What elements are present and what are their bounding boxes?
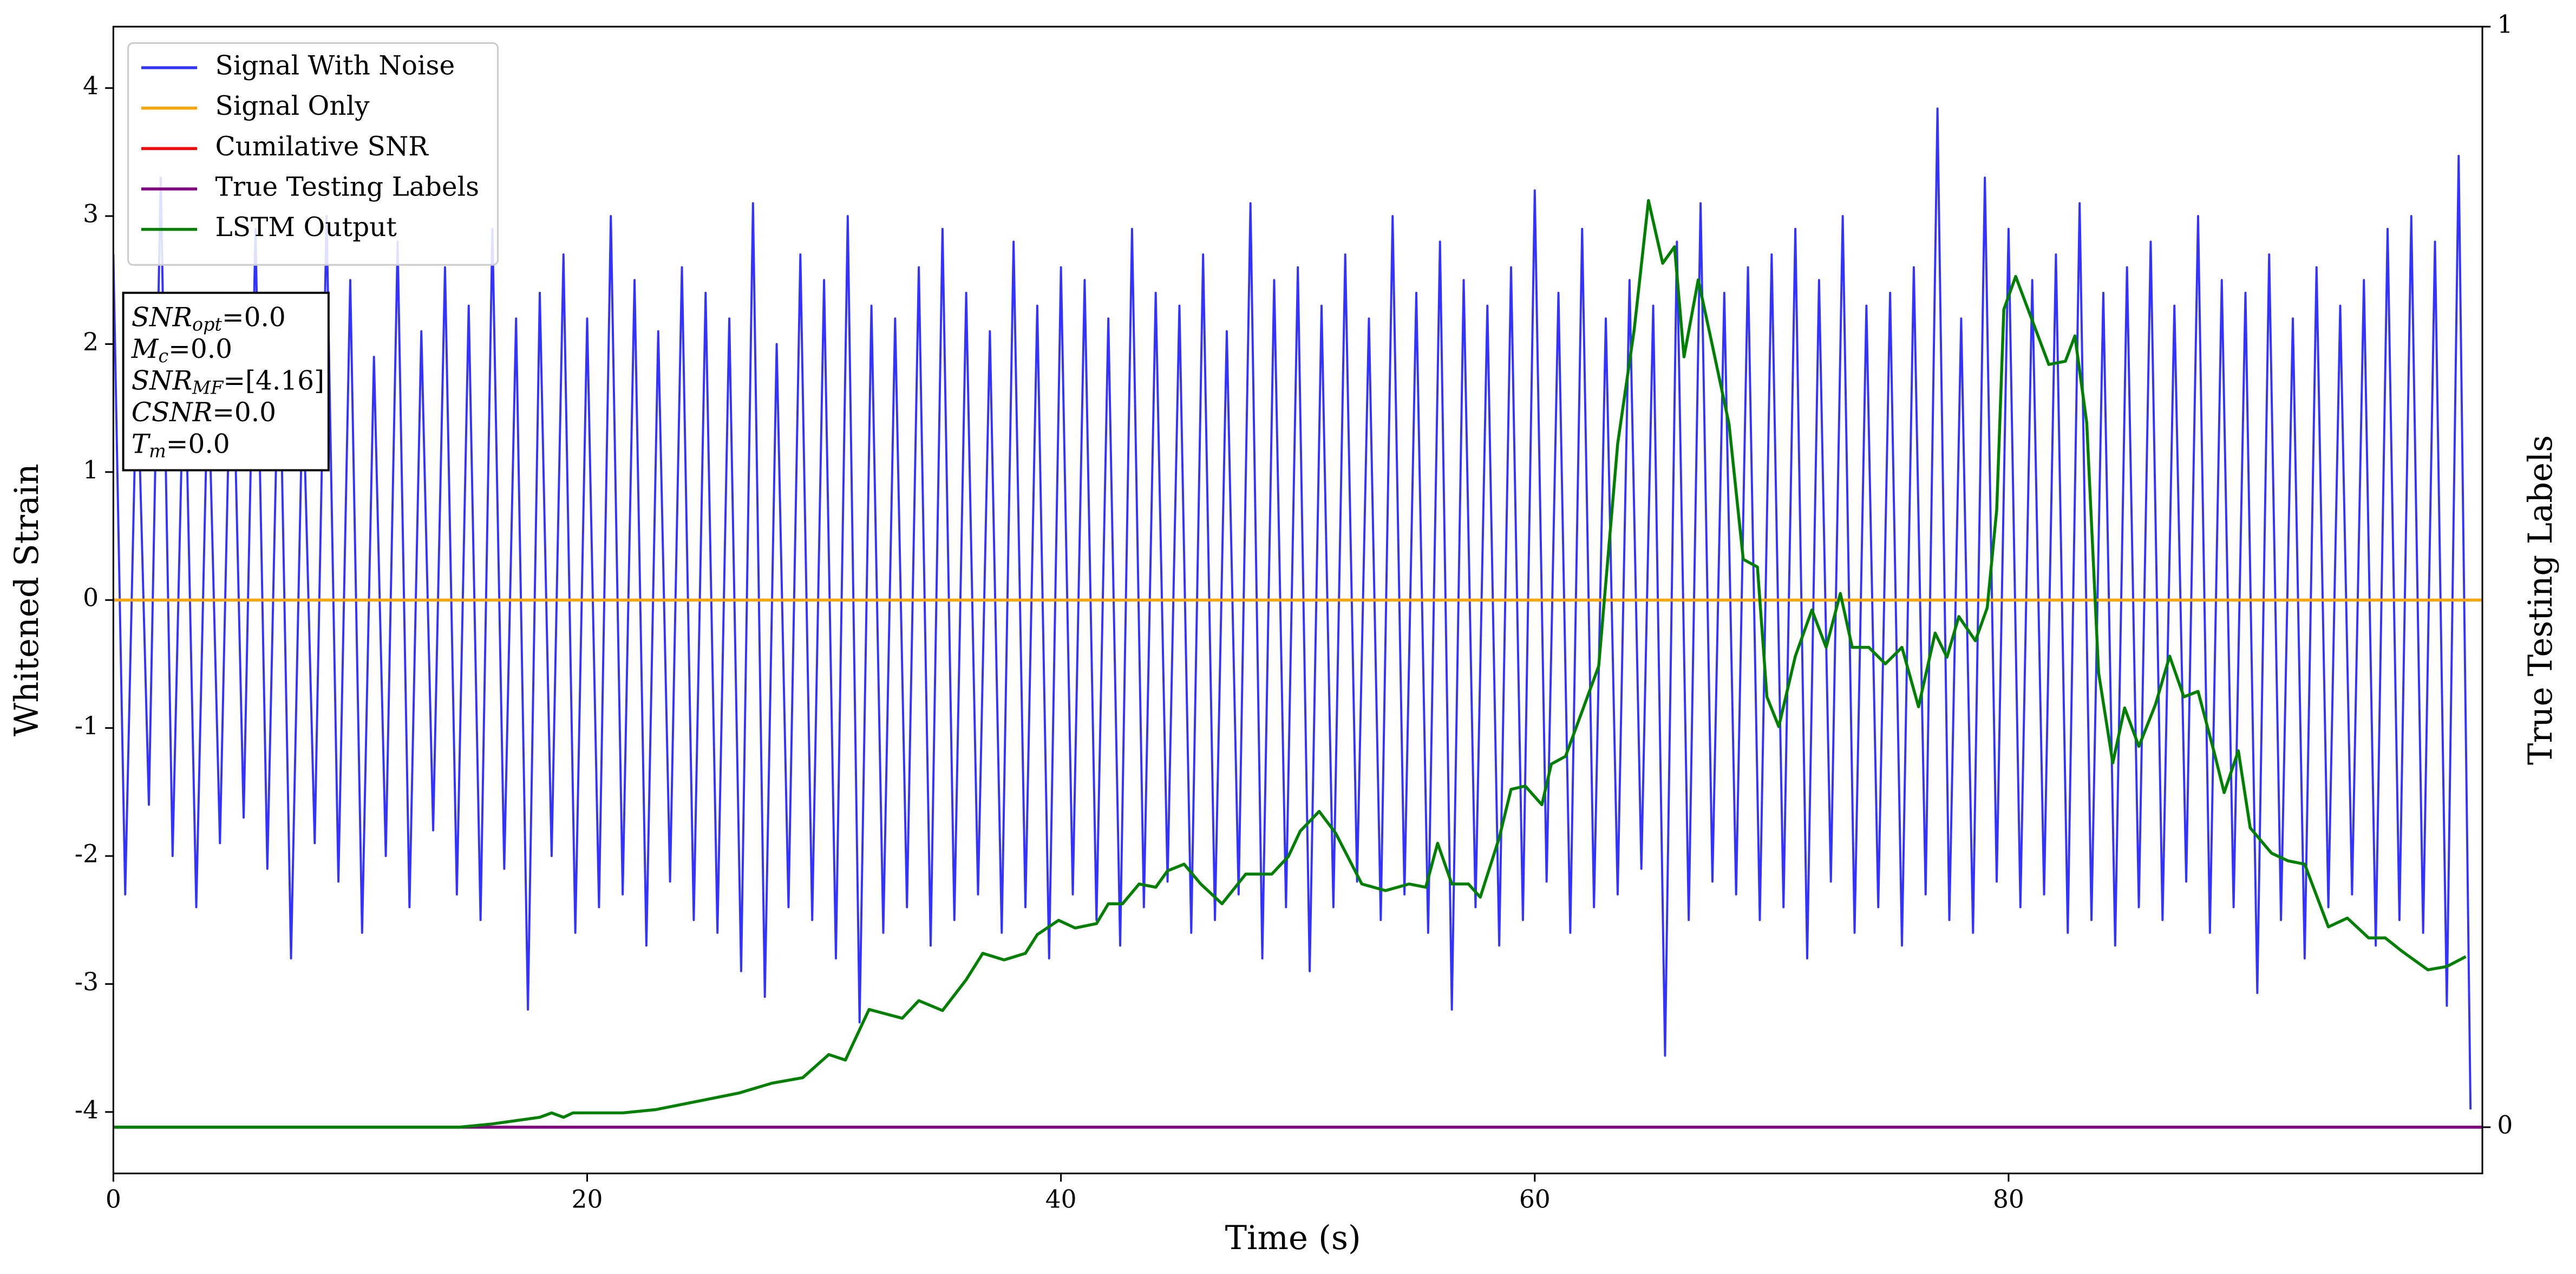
annotation-name: M <box>131 334 159 364</box>
y-tick-label: 0 <box>83 584 99 612</box>
x-tick-label: 20 <box>572 1185 603 1213</box>
annotation-line: CSNR=0.0 <box>132 397 276 428</box>
x-tick-label: 60 <box>1519 1185 1551 1213</box>
annotation-value: =0.0 <box>168 334 232 364</box>
y-tick-label: -2 <box>75 840 99 868</box>
annotation-frame <box>122 291 330 472</box>
y-tick-label: 3 <box>83 200 99 228</box>
y2-tick-label: 1 <box>2497 10 2513 39</box>
y-tick-label: 1 <box>83 455 99 484</box>
annotation-value: =0.0 <box>222 302 286 332</box>
annotation-sub: c <box>158 345 168 367</box>
y2-axis-label: True Testing Labels <box>2522 435 2560 765</box>
annotation-line: SNRMF=[4.16] <box>132 365 324 398</box>
y-tick-label: -3 <box>75 968 99 996</box>
x-tick-label: 40 <box>1045 1185 1077 1213</box>
annotation-line: Mc=0.0 <box>131 334 232 367</box>
y2-tick-label: 0 <box>2497 1110 2513 1139</box>
annotation-value: =0.0 <box>212 397 276 428</box>
annotation-sub: MF <box>192 377 224 398</box>
y-tick-label: 4 <box>83 71 99 100</box>
legend-label: Cumilative SNR <box>215 132 429 162</box>
annotation-sub: opt <box>192 313 222 335</box>
legend-label: Signal With Noise <box>215 51 455 81</box>
legend-label: Signal Only <box>215 91 370 121</box>
annotation-sub: m <box>149 441 166 462</box>
plot-area <box>113 107 2483 1129</box>
legend: Signal With Noise Signal Only Cumilative S… <box>127 42 499 266</box>
y-tick-label: -4 <box>75 1095 99 1124</box>
annotation-line: SNRopt=0.0 <box>132 302 286 335</box>
annotation-name: SNR <box>132 365 192 396</box>
legend-label: LSTM Output <box>215 212 397 243</box>
y-tick-label: -1 <box>75 711 99 740</box>
legend-box <box>127 42 499 266</box>
y-tick-label: 2 <box>83 328 99 356</box>
series-line <box>113 107 2472 1110</box>
annotation-name: CSNR <box>132 397 212 428</box>
legend-label: True Testing Labels <box>215 172 480 202</box>
x-axis-label: Time (s) <box>1225 1219 1361 1257</box>
annotation-name: T <box>132 429 151 459</box>
annotation-box: SNRopt=0.0Mc=0.0SNRMF=[4.16]CSNR=0.0Tm=0… <box>122 291 330 472</box>
annotation-name: SNR <box>132 302 192 332</box>
annotation-value: =0.0 <box>166 429 230 459</box>
annotation-line: Tm=0.0 <box>132 429 230 462</box>
series-line <box>113 199 2467 1129</box>
annotation-value: =[4.16] <box>223 365 324 396</box>
x-tick-label: 80 <box>1993 1185 2024 1213</box>
y-axis-label: Whitened Strain <box>8 463 46 736</box>
x-tick-label: 0 <box>106 1185 121 1213</box>
